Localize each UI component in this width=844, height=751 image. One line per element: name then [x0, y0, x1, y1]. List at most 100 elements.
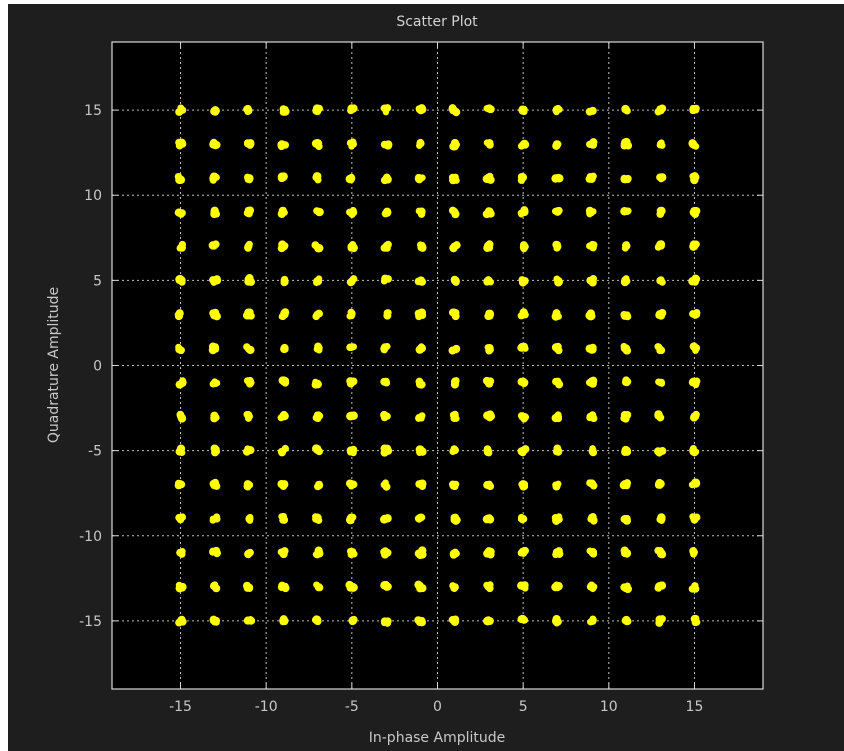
scatter-point: [621, 104, 631, 115]
scatter-point: [345, 173, 356, 184]
scatter-point: [620, 342, 632, 355]
scatter-point: [414, 513, 426, 523]
scatter-point-sample: [588, 140, 598, 149]
scatter-point: [620, 514, 631, 525]
scatter-point: [689, 547, 698, 558]
scatter-point-sample: [483, 242, 491, 250]
scatter-point: [312, 172, 322, 184]
scatter-point: [381, 207, 392, 218]
scatter-point: [280, 275, 289, 287]
scatter-point-sample: [278, 513, 285, 520]
scatter-point: [552, 240, 562, 252]
x-tick-label: 10: [600, 699, 618, 715]
scatter-point-sample: [348, 549, 357, 557]
scatter-point-sample: [382, 105, 390, 113]
scatter-point-sample: [485, 309, 493, 317]
scatter-point: [517, 614, 529, 624]
scatter-point-sample: [418, 311, 427, 320]
scatter-point-sample: [588, 377, 595, 384]
scatter-point: [176, 410, 187, 423]
scatter-point-sample: [313, 277, 321, 285]
scatter-point: [689, 513, 701, 524]
scatter-point-sample: [176, 412, 185, 420]
scatter-point-sample: [244, 206, 252, 214]
scatter-point: [621, 445, 632, 456]
scatter-point-sample: [380, 548, 388, 556]
scatter-point-sample: [585, 206, 594, 215]
scatter-point-sample: [383, 412, 391, 420]
scatter-point-sample: [689, 549, 697, 557]
scatter-point: [552, 547, 564, 559]
scatter-point: [380, 173, 392, 185]
scatter-point: [689, 240, 700, 251]
scatter-point: [551, 309, 562, 321]
scatter-point: [517, 139, 530, 150]
scatter-point: [414, 546, 427, 560]
scatter-point-sample: [384, 240, 392, 249]
scatter-point-sample: [654, 243, 662, 251]
scatter-point-sample: [552, 482, 561, 491]
scatter-point-sample: [313, 207, 321, 215]
scatter-point: [174, 479, 186, 490]
scatter-point: [175, 343, 185, 355]
scatter-point: [380, 479, 391, 491]
scatter-point-sample: [587, 311, 596, 321]
scatter-point: [176, 548, 186, 558]
scatter-point-sample: [449, 411, 457, 419]
scatter-point: [620, 137, 633, 150]
scatter-point: [689, 172, 700, 185]
scatter-point: [415, 207, 426, 218]
scatter-point-sample: [555, 380, 564, 389]
scatter-point: [587, 615, 597, 626]
y-tick-label: 0: [93, 359, 102, 375]
scatter-point: [277, 410, 289, 422]
scatter-point-sample: [585, 344, 594, 353]
scatter-point: [688, 582, 700, 593]
scatter-point-sample: [622, 377, 630, 385]
scatter-point-sample: [176, 175, 186, 185]
scatter-point-sample: [350, 480, 358, 488]
scatter-point: [621, 376, 632, 387]
scatter-point-sample: [282, 617, 289, 624]
scatter-point-sample: [176, 548, 184, 557]
scatter-point: [620, 174, 632, 184]
scatter-point: [690, 614, 701, 627]
scatter-point: [689, 444, 700, 457]
scatter-point: [688, 274, 701, 286]
scatter-point: [313, 207, 324, 217]
scatter-point: [552, 614, 562, 627]
scatter-point: [551, 411, 563, 423]
scatter-point-sample: [280, 547, 289, 555]
scatter-point-sample: [623, 514, 631, 522]
scatter-point: [483, 410, 496, 422]
scatter-point-sample: [178, 138, 186, 147]
x-tick-label: -5: [345, 699, 359, 715]
chart-title: Scatter Plot: [396, 14, 478, 30]
scatter-point: [483, 276, 494, 286]
scatter-point: [174, 208, 186, 218]
scatter-point-sample: [688, 585, 697, 593]
scatter-point: [277, 240, 289, 253]
scatter-point-sample: [382, 444, 392, 453]
scatter-point-sample: [245, 481, 253, 489]
scatter-point: [620, 546, 632, 558]
scatter-point: [277, 172, 288, 183]
scatter-point-sample: [211, 141, 220, 150]
scatter-point: [517, 342, 529, 352]
scatter-point-sample: [620, 277, 630, 287]
scatter-point-sample: [348, 143, 355, 150]
scatter-point-sample: [450, 445, 458, 453]
scatter-point: [689, 410, 700, 422]
scatter-point-sample: [313, 411, 321, 419]
scatter-point: [585, 376, 598, 388]
scatter-point-sample: [691, 210, 700, 219]
scatter-point: [345, 580, 358, 592]
scatter-point-sample: [689, 106, 697, 115]
scatter-point-sample: [212, 379, 220, 387]
scatter-point-sample: [588, 447, 597, 456]
axis-ticks: -15 -10 -5 0 5 10 15 -15 -10 -5 0 5 10 15: [79, 42, 763, 715]
scatter-point-sample: [451, 209, 459, 217]
scatter-point-sample: [417, 107, 425, 115]
scatter-point-sample: [485, 480, 493, 488]
scatter-point-sample: [452, 346, 460, 354]
